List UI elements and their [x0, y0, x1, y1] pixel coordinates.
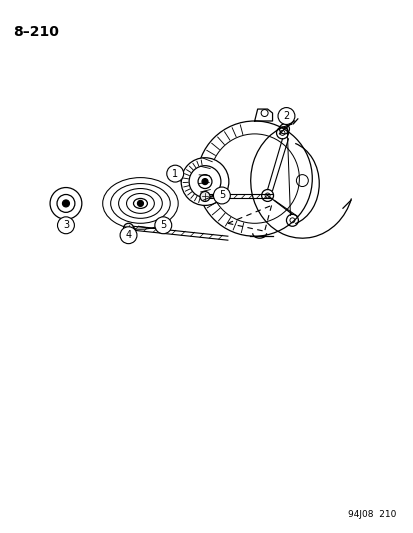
Text: 2: 2 [282, 111, 289, 121]
Text: 8–210: 8–210 [13, 25, 59, 38]
Circle shape [137, 200, 143, 206]
Circle shape [154, 217, 171, 234]
Text: 1: 1 [172, 168, 178, 179]
Ellipse shape [133, 198, 147, 208]
Text: 5: 5 [218, 190, 225, 200]
Text: 3: 3 [63, 220, 69, 230]
Circle shape [166, 165, 183, 182]
Circle shape [57, 217, 74, 234]
Circle shape [120, 227, 137, 244]
Circle shape [181, 158, 228, 205]
Circle shape [123, 223, 133, 233]
Text: 94J08  210: 94J08 210 [347, 510, 396, 519]
Circle shape [202, 179, 207, 184]
Text: 5: 5 [160, 220, 166, 230]
Circle shape [278, 108, 294, 125]
Circle shape [213, 187, 230, 204]
Circle shape [189, 166, 221, 197]
Text: 4: 4 [125, 230, 131, 240]
Circle shape [197, 175, 211, 189]
Circle shape [62, 200, 69, 207]
Circle shape [199, 191, 209, 201]
